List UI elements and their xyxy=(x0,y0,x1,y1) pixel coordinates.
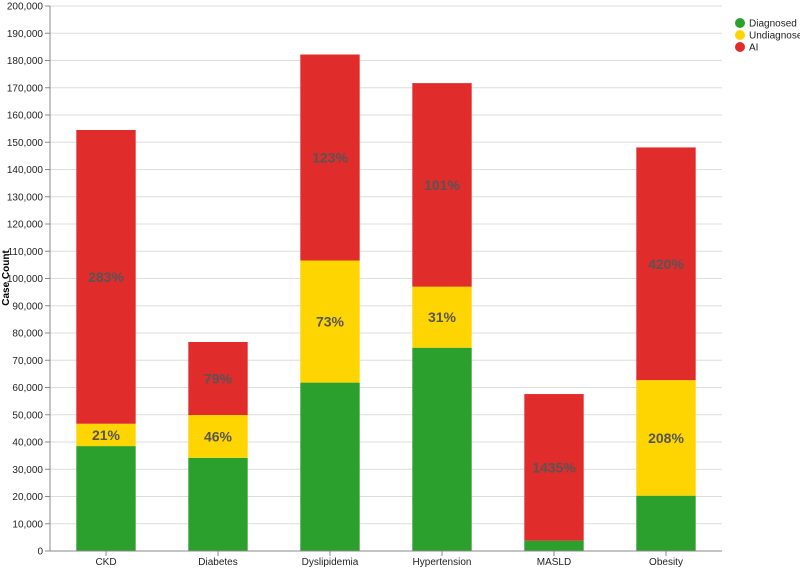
y-tick-label: 150,000 xyxy=(7,138,44,149)
y-tick-label: 90,000 xyxy=(12,301,43,312)
legend: DiagnosedUndiagnosedAI xyxy=(735,18,800,54)
y-tick-label: 170,000 xyxy=(7,83,44,94)
y-tick-label: 40,000 xyxy=(12,438,43,449)
percent-labels: 21% 283% 46% 79% 73% 123% 31% 101% 1435% 208% 420% xyxy=(88,150,684,476)
y-tick-label: 200,000 xyxy=(7,2,44,13)
percent-label-ai: 123% xyxy=(312,150,348,166)
percent-label-undiagnosed: 73% xyxy=(316,314,345,330)
legend-swatch-diagnosed xyxy=(735,18,745,28)
bar-undiagnosed-ckd xyxy=(76,423,136,447)
y-tick-label: 110,000 xyxy=(8,247,44,258)
bar-undiagnosed-obesity xyxy=(636,380,696,496)
percent-label-undiagnosed: 208% xyxy=(648,430,684,446)
legend-label-undiagnosed: Undiagnosed xyxy=(749,31,800,42)
y-tick-label: 140,000 xyxy=(7,165,44,176)
y-tick-label: 10,000 xyxy=(12,519,43,530)
bar-undiagnosed-dyslipidemia xyxy=(300,260,360,383)
y-axis-title: Case Count xyxy=(1,250,12,306)
bar-diagnosed-obesity xyxy=(636,495,696,551)
bar-undiagnosed-diabetes xyxy=(188,415,248,458)
y-tick-label: 60,000 xyxy=(12,383,43,394)
y-tick-label: 50,000 xyxy=(12,410,43,421)
percent-label-ai: 79% xyxy=(204,371,233,387)
percent-label-ai: 283% xyxy=(88,269,124,285)
percent-label-ai: 101% xyxy=(424,177,460,193)
y-tick-label: 180,000 xyxy=(7,56,44,67)
x-tick-label: Hypertension xyxy=(413,557,472,568)
bars xyxy=(76,54,696,551)
bar-ai-hypertension xyxy=(412,83,472,287)
x-tick-label: Dyslipidemia xyxy=(302,557,359,568)
y-tick-label: 160,000 xyxy=(7,111,44,122)
bar-diagnosed-hypertension xyxy=(412,347,472,551)
y-tick-label: 30,000 xyxy=(12,465,43,476)
axes: 0 10,000 20,000 30,000 40,000 50,000 60,000 70,… xyxy=(7,2,722,568)
legend-label-diagnosed: Diagnosed xyxy=(749,19,797,30)
bar-ai-diabetes xyxy=(188,341,248,416)
percent-label-ai: 1435% xyxy=(532,459,576,475)
percent-label-undiagnosed: 21% xyxy=(92,427,121,443)
legend-swatch-undiagnosed xyxy=(735,30,745,40)
bar-ai-obesity xyxy=(636,147,696,381)
bar-ai-dyslipidemia xyxy=(300,54,360,261)
percent-label-undiagnosed: 46% xyxy=(204,428,233,444)
bar-diagnosed-dyslipidemia xyxy=(300,382,360,551)
y-tick-label: 130,000 xyxy=(7,192,44,203)
percent-label-undiagnosed: 31% xyxy=(428,309,457,325)
y-tick-label: 120,000 xyxy=(7,220,44,231)
x-tick-label: MASLD xyxy=(537,557,571,568)
y-tick-label: 80,000 xyxy=(12,329,43,340)
y-tick-label: 0 xyxy=(37,547,43,558)
bar-ai-masld xyxy=(524,394,584,541)
y-tick-label: 70,000 xyxy=(12,356,43,367)
legend-label-ai: AI xyxy=(749,43,758,54)
bar-diagnosed-masld xyxy=(524,540,584,551)
bar-diagnosed-ckd xyxy=(76,446,136,551)
bar-ai-ckd xyxy=(76,129,136,424)
legend-swatch-ai xyxy=(735,42,745,52)
bar-diagnosed-diabetes xyxy=(188,457,248,551)
y-tick-label: 190,000 xyxy=(7,29,44,40)
x-tick-label: Obesity xyxy=(649,557,683,568)
bar-undiagnosed-hypertension xyxy=(412,286,472,348)
x-tick-label: CKD xyxy=(95,557,116,568)
gridlines xyxy=(50,5,722,552)
y-tick-label: 20,000 xyxy=(12,492,43,503)
y-tick-label: 100,000 xyxy=(7,274,44,285)
percent-label-ai: 420% xyxy=(648,256,684,272)
x-tick-label: Diabetes xyxy=(198,557,237,568)
